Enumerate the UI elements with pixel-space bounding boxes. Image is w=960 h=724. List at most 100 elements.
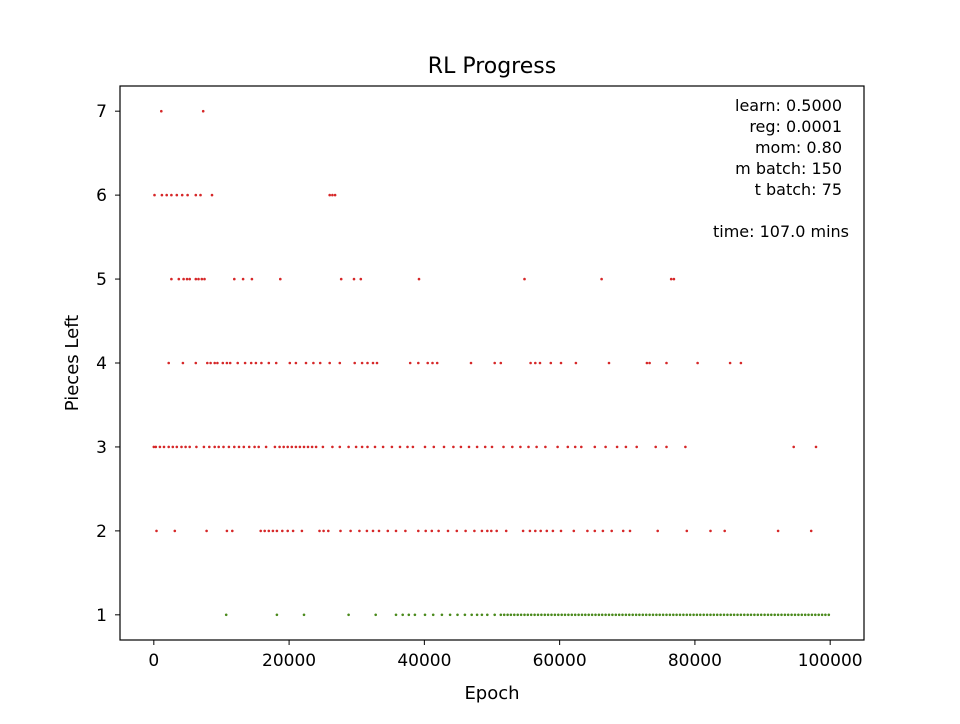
data-point bbox=[776, 529, 780, 533]
data-point bbox=[286, 445, 290, 449]
data-point bbox=[469, 361, 473, 365]
data-point bbox=[338, 361, 342, 365]
data-point bbox=[511, 445, 514, 449]
data-point bbox=[233, 445, 236, 449]
data-point bbox=[610, 529, 613, 533]
data-point bbox=[390, 445, 394, 449]
data-point bbox=[607, 613, 611, 617]
data-point bbox=[404, 529, 407, 533]
data-point bbox=[360, 361, 364, 365]
data-point bbox=[712, 613, 716, 617]
data-point bbox=[249, 361, 253, 365]
annotation-time: time: 107.0 mins bbox=[713, 222, 849, 241]
data-point bbox=[188, 277, 191, 281]
data-point bbox=[371, 529, 375, 533]
data-point bbox=[475, 613, 479, 617]
data-point bbox=[577, 613, 580, 617]
data-point bbox=[298, 445, 302, 449]
data-point bbox=[486, 529, 489, 533]
data-point bbox=[398, 445, 402, 449]
data-point bbox=[715, 613, 719, 617]
data-point bbox=[310, 445, 314, 449]
data-point bbox=[682, 613, 685, 617]
data-point bbox=[732, 613, 736, 617]
data-point bbox=[810, 613, 814, 617]
data-point bbox=[635, 445, 638, 449]
data-point bbox=[274, 361, 278, 365]
data-point bbox=[431, 361, 434, 365]
y-tick-label: 6 bbox=[96, 186, 107, 206]
y-tick-label: 4 bbox=[96, 354, 107, 374]
data-point bbox=[523, 613, 526, 617]
data-point bbox=[205, 529, 208, 533]
data-point bbox=[739, 613, 743, 617]
data-point bbox=[375, 361, 379, 365]
data-point bbox=[318, 361, 322, 365]
data-point bbox=[417, 277, 421, 281]
y-tick-label: 3 bbox=[96, 438, 107, 458]
data-point bbox=[746, 613, 749, 617]
data-points bbox=[152, 109, 831, 617]
data-point bbox=[452, 445, 455, 449]
data-point bbox=[470, 613, 474, 617]
data-point bbox=[417, 361, 420, 365]
data-point bbox=[678, 613, 682, 617]
data-point bbox=[580, 613, 584, 617]
data-point bbox=[641, 613, 645, 617]
data-point bbox=[373, 445, 377, 449]
hyperparameter-annotations: learn: 0.5000 reg: 0.0001 mom: 0.80 m ba… bbox=[713, 96, 849, 241]
data-point bbox=[534, 361, 537, 365]
data-point bbox=[773, 613, 776, 617]
data-point bbox=[233, 277, 236, 281]
data-point bbox=[413, 613, 417, 617]
data-point bbox=[170, 277, 173, 281]
data-point bbox=[291, 529, 295, 533]
data-point bbox=[294, 361, 298, 365]
data-point bbox=[685, 529, 689, 533]
data-point bbox=[645, 361, 649, 365]
chart-title: RL Progress bbox=[428, 54, 556, 79]
data-point bbox=[594, 613, 597, 617]
data-point bbox=[153, 193, 156, 197]
data-point bbox=[213, 361, 216, 365]
data-point bbox=[194, 277, 198, 281]
data-point bbox=[366, 445, 369, 449]
data-point bbox=[467, 445, 471, 449]
data-point bbox=[201, 109, 205, 113]
data-point bbox=[545, 529, 549, 533]
data-point bbox=[167, 445, 170, 449]
data-point bbox=[817, 613, 820, 617]
data-point bbox=[247, 445, 251, 449]
data-point bbox=[435, 361, 439, 365]
data-point bbox=[763, 613, 766, 617]
data-point bbox=[180, 193, 184, 197]
data-point bbox=[566, 445, 570, 449]
data-point bbox=[290, 445, 294, 449]
data-point bbox=[628, 613, 631, 617]
data-point bbox=[493, 361, 497, 365]
data-point bbox=[628, 529, 632, 533]
data-point bbox=[423, 445, 427, 449]
data-point bbox=[213, 445, 216, 449]
data-point bbox=[523, 277, 526, 281]
y-tick-label: 2 bbox=[96, 522, 107, 542]
data-point bbox=[224, 613, 228, 617]
data-point bbox=[459, 445, 463, 449]
data-point bbox=[783, 613, 787, 617]
data-point bbox=[684, 445, 687, 449]
data-point bbox=[490, 445, 494, 449]
data-point bbox=[669, 277, 673, 281]
data-point bbox=[217, 445, 220, 449]
data-point bbox=[321, 445, 325, 449]
data-point bbox=[499, 361, 503, 365]
data-point bbox=[739, 361, 743, 365]
data-point bbox=[188, 445, 191, 449]
data-point bbox=[495, 529, 499, 533]
data-point bbox=[446, 529, 450, 533]
data-point bbox=[170, 193, 173, 197]
annotation-t-batch: t batch: 75 bbox=[755, 180, 842, 199]
data-point bbox=[546, 613, 550, 617]
data-point bbox=[651, 613, 655, 617]
data-point bbox=[601, 529, 605, 533]
